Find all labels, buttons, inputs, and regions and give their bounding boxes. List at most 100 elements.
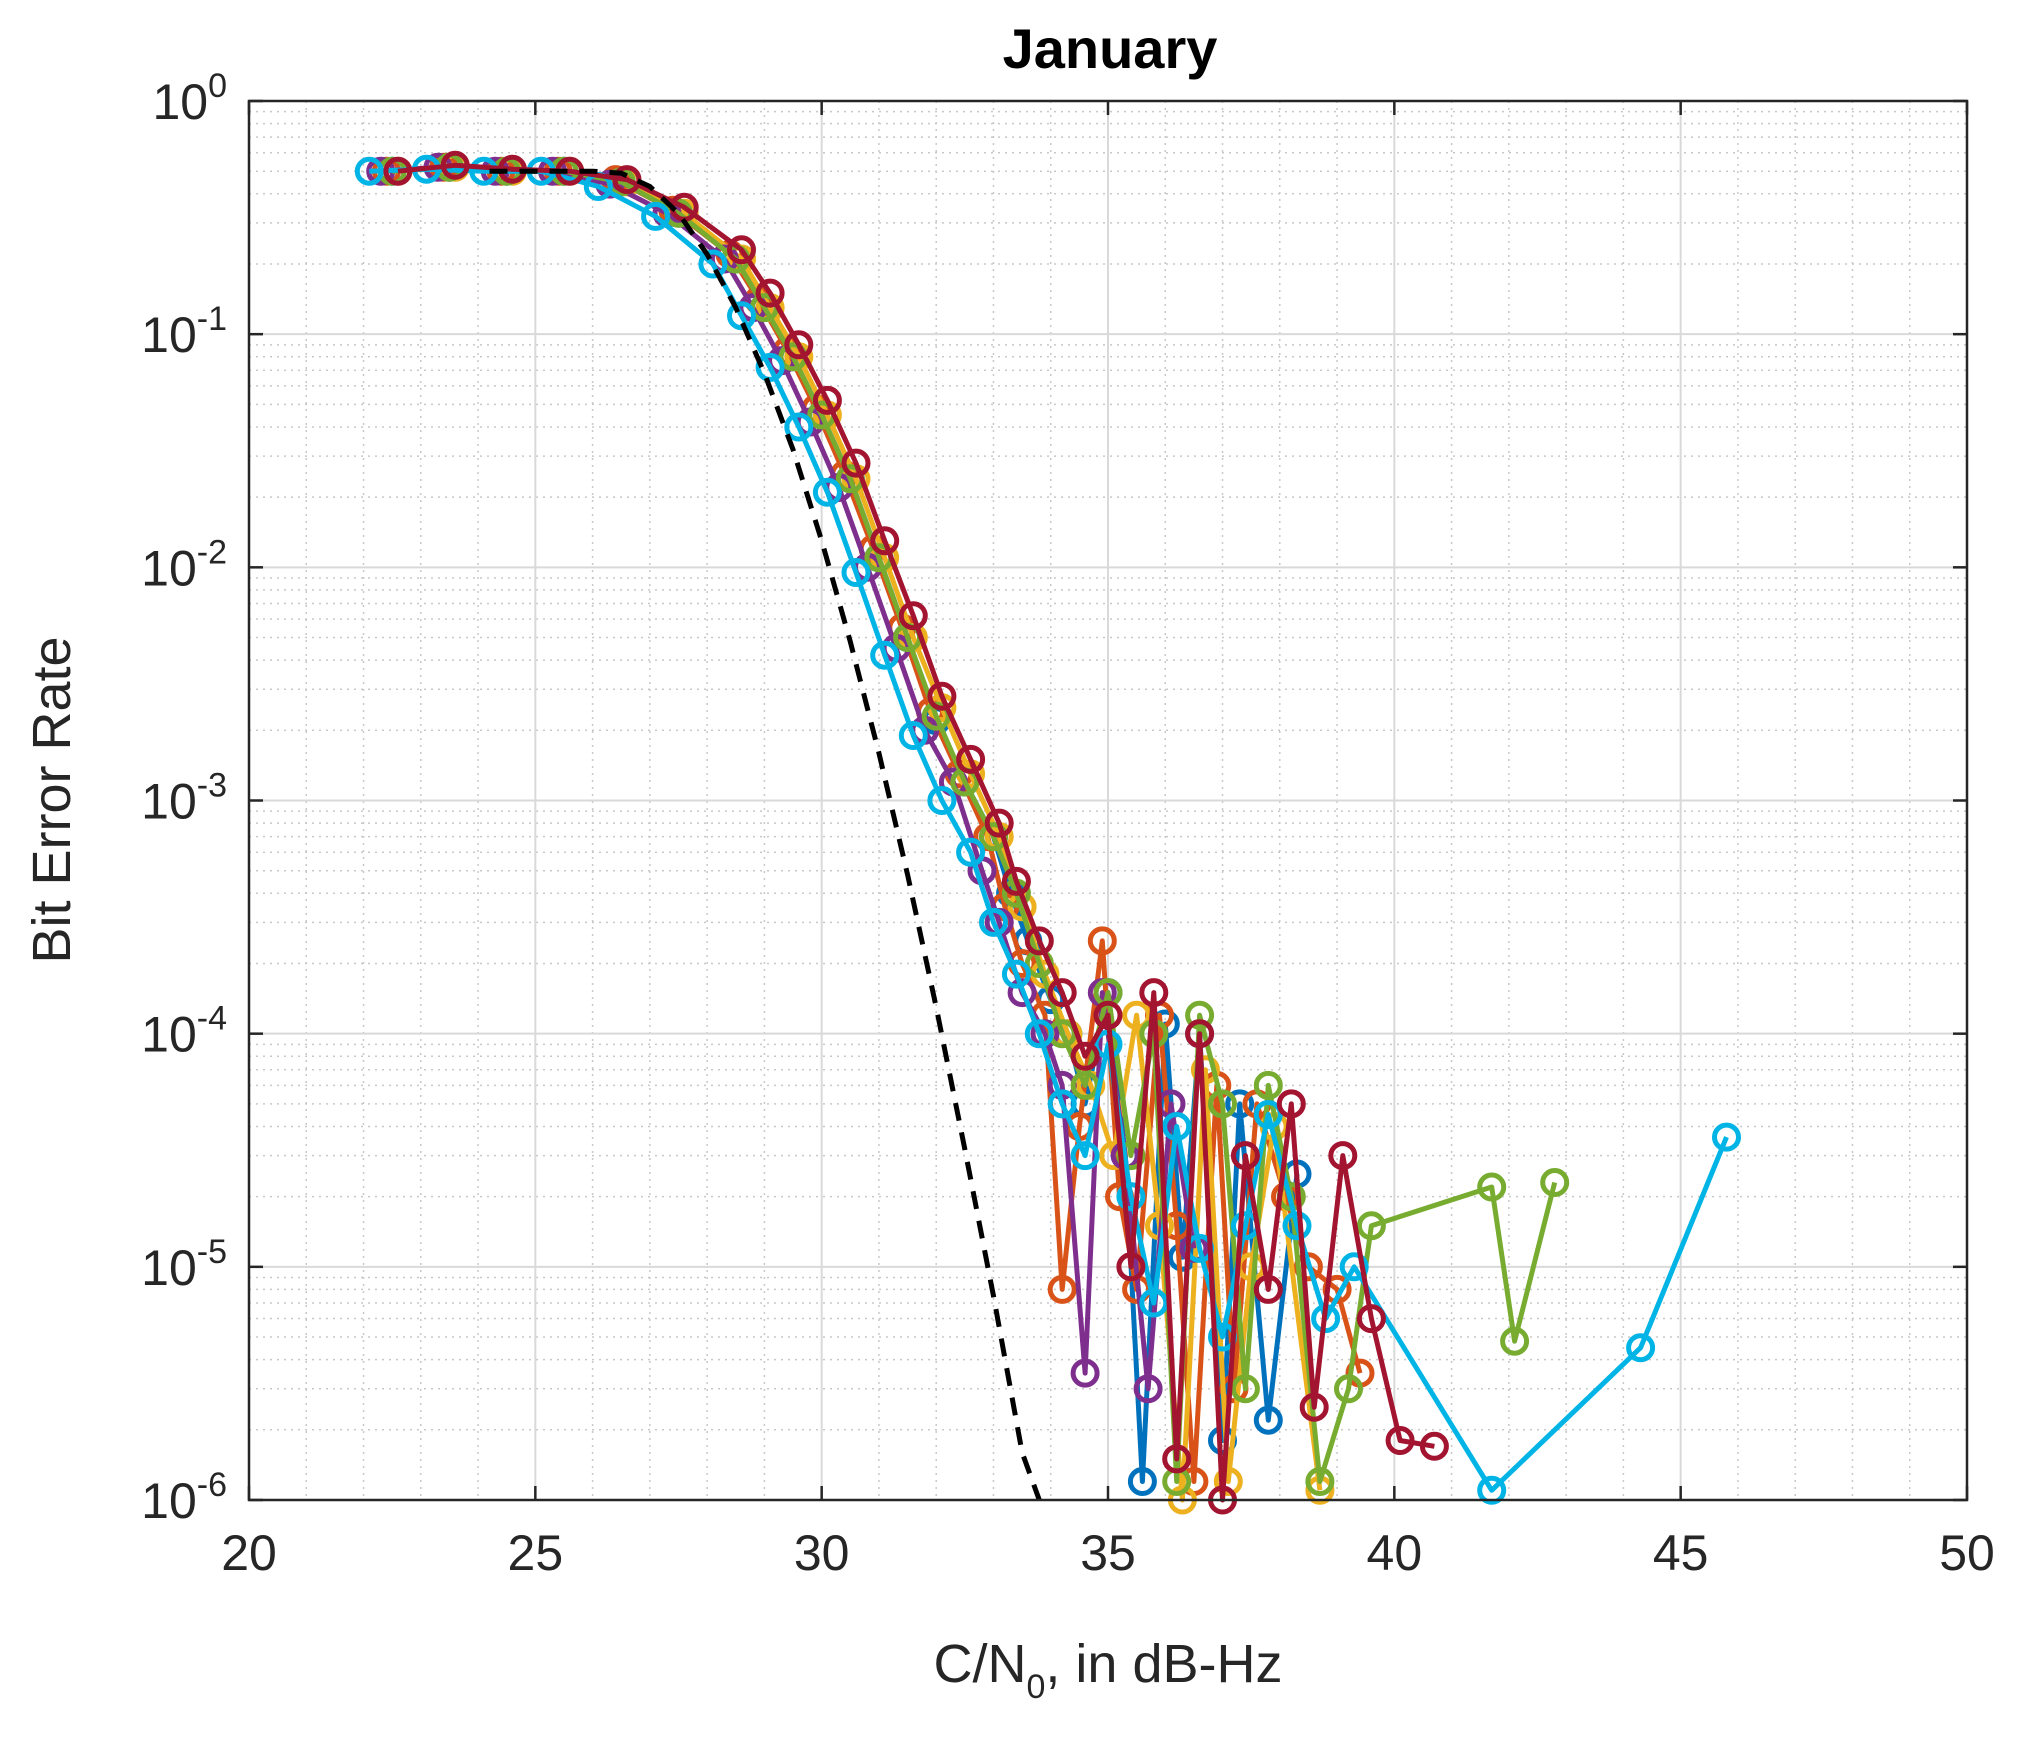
data-point — [1024, 1019, 1054, 1049]
data-point — [1116, 1252, 1146, 1282]
data-point — [1047, 1089, 1077, 1119]
data-point — [1334, 1374, 1363, 1404]
x-tick-label: 30 — [794, 1525, 850, 1581]
y-tick-exponent: -6 — [197, 1466, 227, 1504]
y-tick-exponent: -1 — [197, 300, 227, 338]
y-tick-exponent: -5 — [197, 1233, 227, 1271]
y-tick-exponent: -3 — [197, 767, 227, 805]
data-point — [1070, 1141, 1100, 1171]
data-point — [1299, 1392, 1329, 1422]
data-point — [1127, 1467, 1157, 1496]
y-tick-base: 10 — [141, 1240, 197, 1296]
y-tick-label: 10-2 — [141, 533, 227, 596]
x-axis-ticks: 20 25 30 35 40 45 50 — [221, 101, 1995, 1581]
data-point — [1230, 1374, 1260, 1404]
data-point — [755, 278, 785, 308]
x-tick-label: 25 — [508, 1525, 564, 1581]
data-point — [1047, 978, 1077, 1008]
data-point — [1253, 1274, 1283, 1304]
data-point — [1225, 1089, 1255, 1119]
x-tick-label: 40 — [1367, 1525, 1423, 1581]
data-point — [1712, 1122, 1741, 1152]
data-point — [1305, 1467, 1335, 1496]
y-tick-label: 10-4 — [141, 1000, 227, 1063]
data-point — [1385, 1426, 1415, 1455]
data-point — [1162, 1444, 1192, 1474]
data-point — [1208, 1089, 1237, 1119]
data-point — [1047, 1274, 1077, 1304]
data-point — [1282, 1211, 1312, 1241]
data-point — [1070, 1041, 1100, 1071]
data-point — [440, 150, 470, 180]
data-point — [956, 837, 986, 867]
data-point — [1093, 1000, 1123, 1030]
data-point — [1133, 1374, 1163, 1404]
x-tick-label: 35 — [1080, 1525, 1136, 1581]
x-axis-label-main: C/N — [934, 1634, 1027, 1694]
series-line — [392, 164, 1558, 1484]
data-point — [1253, 1070, 1283, 1100]
y-tick-exponent: -2 — [197, 533, 227, 571]
y-tick-base: 10 — [152, 74, 208, 130]
data-point — [1500, 1326, 1530, 1356]
data-point — [812, 385, 842, 415]
y-tick-base: 10 — [141, 540, 197, 596]
y-tick-label: 10-1 — [141, 300, 227, 363]
y-tick-base: 10 — [141, 774, 197, 830]
data-point — [841, 558, 871, 587]
data-point — [1339, 1252, 1369, 1282]
data-point — [1477, 1475, 1507, 1505]
data-point — [927, 786, 957, 815]
data-point — [1024, 926, 1054, 956]
data-point — [1185, 1019, 1215, 1049]
data-point — [1540, 1168, 1570, 1197]
data-point — [1007, 978, 1037, 1008]
data-point — [784, 330, 814, 360]
y-tick-exponent: 0 — [208, 67, 227, 105]
data-point — [1070, 1358, 1100, 1388]
data-point — [1230, 1141, 1260, 1171]
data-point — [898, 601, 928, 631]
data-point — [698, 249, 728, 279]
data-point — [927, 681, 957, 711]
y-tick-base: 10 — [141, 307, 197, 363]
data-point — [1213, 1467, 1243, 1496]
data-point — [870, 640, 900, 670]
data-point — [354, 156, 384, 186]
data-point — [727, 301, 756, 331]
theory-layer — [489, 168, 1042, 1501]
data-point — [979, 907, 1008, 937]
data-point — [1001, 866, 1031, 896]
y-axis-label: Bit Error Rate — [22, 636, 82, 963]
data-point — [1419, 1431, 1449, 1461]
data-point — [898, 721, 928, 750]
data-point — [1162, 1112, 1192, 1141]
data-point — [1328, 1141, 1358, 1171]
x-tick-label: 50 — [1939, 1525, 1995, 1581]
data-point — [1087, 926, 1117, 956]
y-tick-base: 10 — [141, 1007, 197, 1063]
data-point — [641, 201, 671, 231]
series-line — [397, 162, 1435, 1503]
y-tick-label: 10-5 — [141, 1233, 227, 1296]
data-point — [841, 448, 871, 478]
data-point — [1001, 959, 1031, 989]
data-point — [1139, 1288, 1169, 1318]
data-point — [1139, 978, 1169, 1008]
y-tick-label: 100 — [152, 67, 227, 130]
data-point — [956, 744, 986, 774]
x-tick-label: 45 — [1653, 1525, 1709, 1581]
data-point — [1190, 1055, 1220, 1085]
x-axis-label-subscript: 0 — [1027, 1668, 1046, 1706]
y-tick-label: 10-6 — [141, 1466, 227, 1529]
chart-title: January — [1003, 17, 1218, 80]
series-series-6 — [354, 154, 1741, 1505]
data-point — [812, 477, 842, 507]
data-point — [870, 526, 900, 556]
data-point — [1253, 1405, 1283, 1435]
data-point — [984, 808, 1014, 838]
data-point — [1185, 1000, 1215, 1030]
series-line — [369, 166, 1729, 1493]
